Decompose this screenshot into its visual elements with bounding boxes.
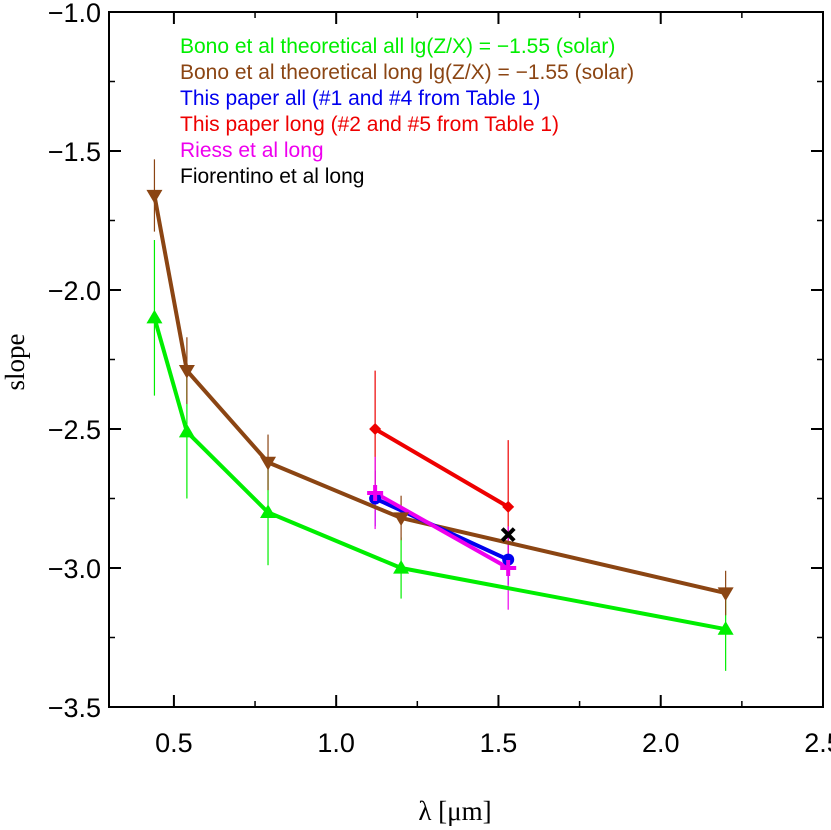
y-tick-label: −2.5 <box>48 415 101 445</box>
triangle-up-marker <box>146 309 163 324</box>
legend: Bono et al theoretical all lg(Z/X) = −1.… <box>180 35 634 188</box>
plus-marker <box>367 484 384 501</box>
x-tick-label: 2.5 <box>804 728 831 758</box>
data-markers <box>146 189 734 635</box>
y-tick-label: −3.0 <box>48 554 101 584</box>
series-lines <box>152 195 727 632</box>
legend-entry: This paper long (#2 and #5 from Table 1) <box>180 113 559 136</box>
x-marker <box>500 527 516 543</box>
triangle-down-marker <box>178 365 195 379</box>
series-line-1 <box>152 195 727 595</box>
y-tick-label: −3.5 <box>48 693 101 723</box>
x-tick-label: 2.0 <box>642 728 680 758</box>
series-line-4 <box>374 491 510 570</box>
y-axis-ticks: −1.0 −1.5 −2.0 −2.5 −3.0 −3.5 <box>48 0 823 723</box>
series-line-3 <box>374 427 510 509</box>
x-tick-label: 0.5 <box>155 728 193 758</box>
triangle-up-marker <box>717 621 734 635</box>
series-line-0 <box>152 317 727 632</box>
triangle-down-marker <box>260 456 277 471</box>
x-tick-label: 1.0 <box>317 728 355 758</box>
y-tick-label: −2.0 <box>48 276 101 306</box>
legend-entry: This paper all (#1 and #4 from Table 1) <box>180 87 540 110</box>
legend-entry: Bono et al theoretical all lg(Z/X) = −1.… <box>180 35 615 58</box>
legend-entry: Fiorentino et al long <box>180 165 364 188</box>
triangle-up-marker <box>260 504 277 518</box>
triangle-up-marker <box>393 560 410 574</box>
x-axis-ticks: 0.5 1.0 1.5 2.0 2.5 <box>155 12 831 758</box>
circle-marker <box>502 553 515 566</box>
diamond-marker <box>502 500 515 513</box>
x-axis-title: λ [μm] <box>418 796 491 826</box>
plus-marker <box>500 560 517 576</box>
y-axis-title: slope <box>0 333 30 390</box>
y-tick-label: −1.0 <box>48 0 101 28</box>
triangle-down-marker <box>393 512 410 526</box>
y-tick-label: −1.5 <box>48 137 101 167</box>
triangle-up-marker <box>178 423 195 438</box>
triangle-down-marker <box>717 587 734 602</box>
legend-entry: Bono et al theoretical long lg(Z/X) = −1… <box>180 61 634 84</box>
x-tick-label: 1.5 <box>480 728 518 758</box>
legend-entry: Riess et al long <box>180 139 324 162</box>
error-bars <box>153 159 727 671</box>
triangle-down-marker <box>146 189 163 204</box>
diamond-marker <box>369 423 382 435</box>
